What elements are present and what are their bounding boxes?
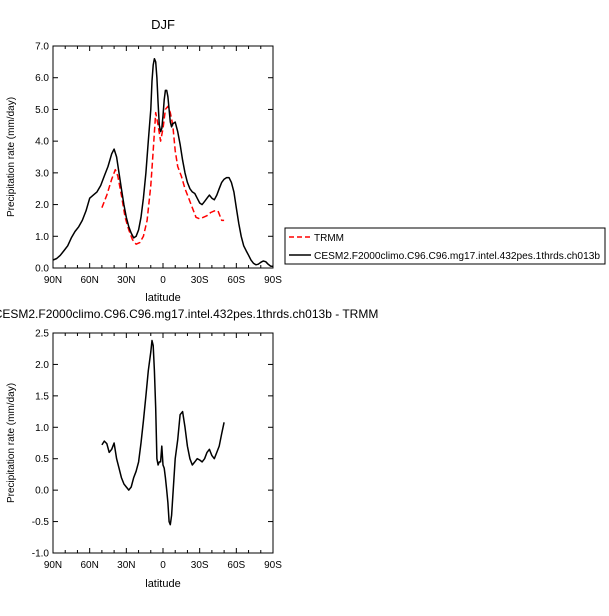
- top-y-tick-label: 6.0: [35, 73, 49, 84]
- bottom-x-tick-label: 90N: [44, 560, 62, 571]
- legend-label-trmm: TRMM: [314, 233, 344, 244]
- legend-box: [284, 227, 606, 265]
- bottom-x-tick-label: 60S: [227, 560, 245, 571]
- bottom-x-tick-label: 30N: [117, 560, 135, 571]
- top-x-axis-label: latitude: [145, 292, 180, 304]
- top-x-tick-label: 60S: [227, 275, 245, 286]
- legend: TRMM CESM2.F2000climo.C96.C96.mg17.intel…: [284, 227, 606, 265]
- bottom-y-tick-label: 1.5: [35, 391, 49, 402]
- bottom-x-tick-label: 30S: [191, 560, 209, 571]
- bottom-x-axis-label: latitude: [145, 578, 180, 590]
- top-x-tick-label: 30S: [191, 275, 209, 286]
- bottom-y-tick-label: 1.0: [35, 423, 49, 434]
- top-x-tick-label: 60N: [80, 275, 98, 286]
- bottom-x-tick-label: 0: [160, 560, 166, 571]
- top-y-tick-label: 1.0: [35, 232, 49, 243]
- legend-label-cesm2: CESM2.F2000climo.C96.C96.mg17.intel.432p…: [314, 251, 600, 262]
- top-y-tick-label: 0.0: [35, 264, 49, 275]
- bottom-y-tick-label: 2.5: [35, 329, 49, 340]
- top-x-tick-label: 90S: [264, 275, 282, 286]
- bottom-x-tick-label: 60N: [80, 560, 98, 571]
- top-y-tick-label: 3.0: [35, 168, 49, 179]
- top-chart-title: DJF: [151, 17, 175, 32]
- bottom-x-tick-label: 90S: [264, 560, 282, 571]
- top-series-line-0: [101, 105, 225, 245]
- bottom-y-tick-label: 0.5: [35, 454, 49, 465]
- bottom-series-line-0: [101, 339, 225, 526]
- top-panel: DJF 90N 60N 30N 0 30S 60S 90S 0.0 1.0 2.0 3.0 4.0 5…: [6, 17, 282, 304]
- bottom-y-axis-label: Precipitation rate (mm/day): [6, 383, 17, 503]
- bottom-panel: CESM2.F2000climo.C96.C96.mg17.intel.432p…: [0, 307, 378, 590]
- bottom-y-tick-label: 0.0: [35, 486, 49, 497]
- top-y-tick-label: 7.0: [35, 42, 49, 53]
- top-y-tick-label: 5.0: [35, 105, 49, 116]
- bottom-y-tick-label: 2.0: [35, 360, 49, 371]
- bottom-y-tick-label: -1.0: [32, 549, 50, 560]
- bottom-chart-title: CESM2.F2000climo.C96.C96.mg17.intel.432p…: [0, 307, 378, 321]
- bottom-y-tick-label: -0.5: [32, 517, 50, 528]
- top-series-line-1: [52, 57, 274, 268]
- bottom-plot-frame: [52, 332, 274, 554]
- top-plot-frame: [52, 45, 274, 269]
- top-y-tick-label: 2.0: [35, 200, 49, 211]
- top-x-tick-label: 0: [160, 275, 166, 286]
- top-x-tick-label: 90N: [44, 275, 62, 286]
- top-x-tick-label: 30N: [117, 275, 135, 286]
- top-y-tick-label: 4.0: [35, 137, 49, 148]
- top-y-axis-label: Precipitation rate (mm/day): [6, 97, 17, 217]
